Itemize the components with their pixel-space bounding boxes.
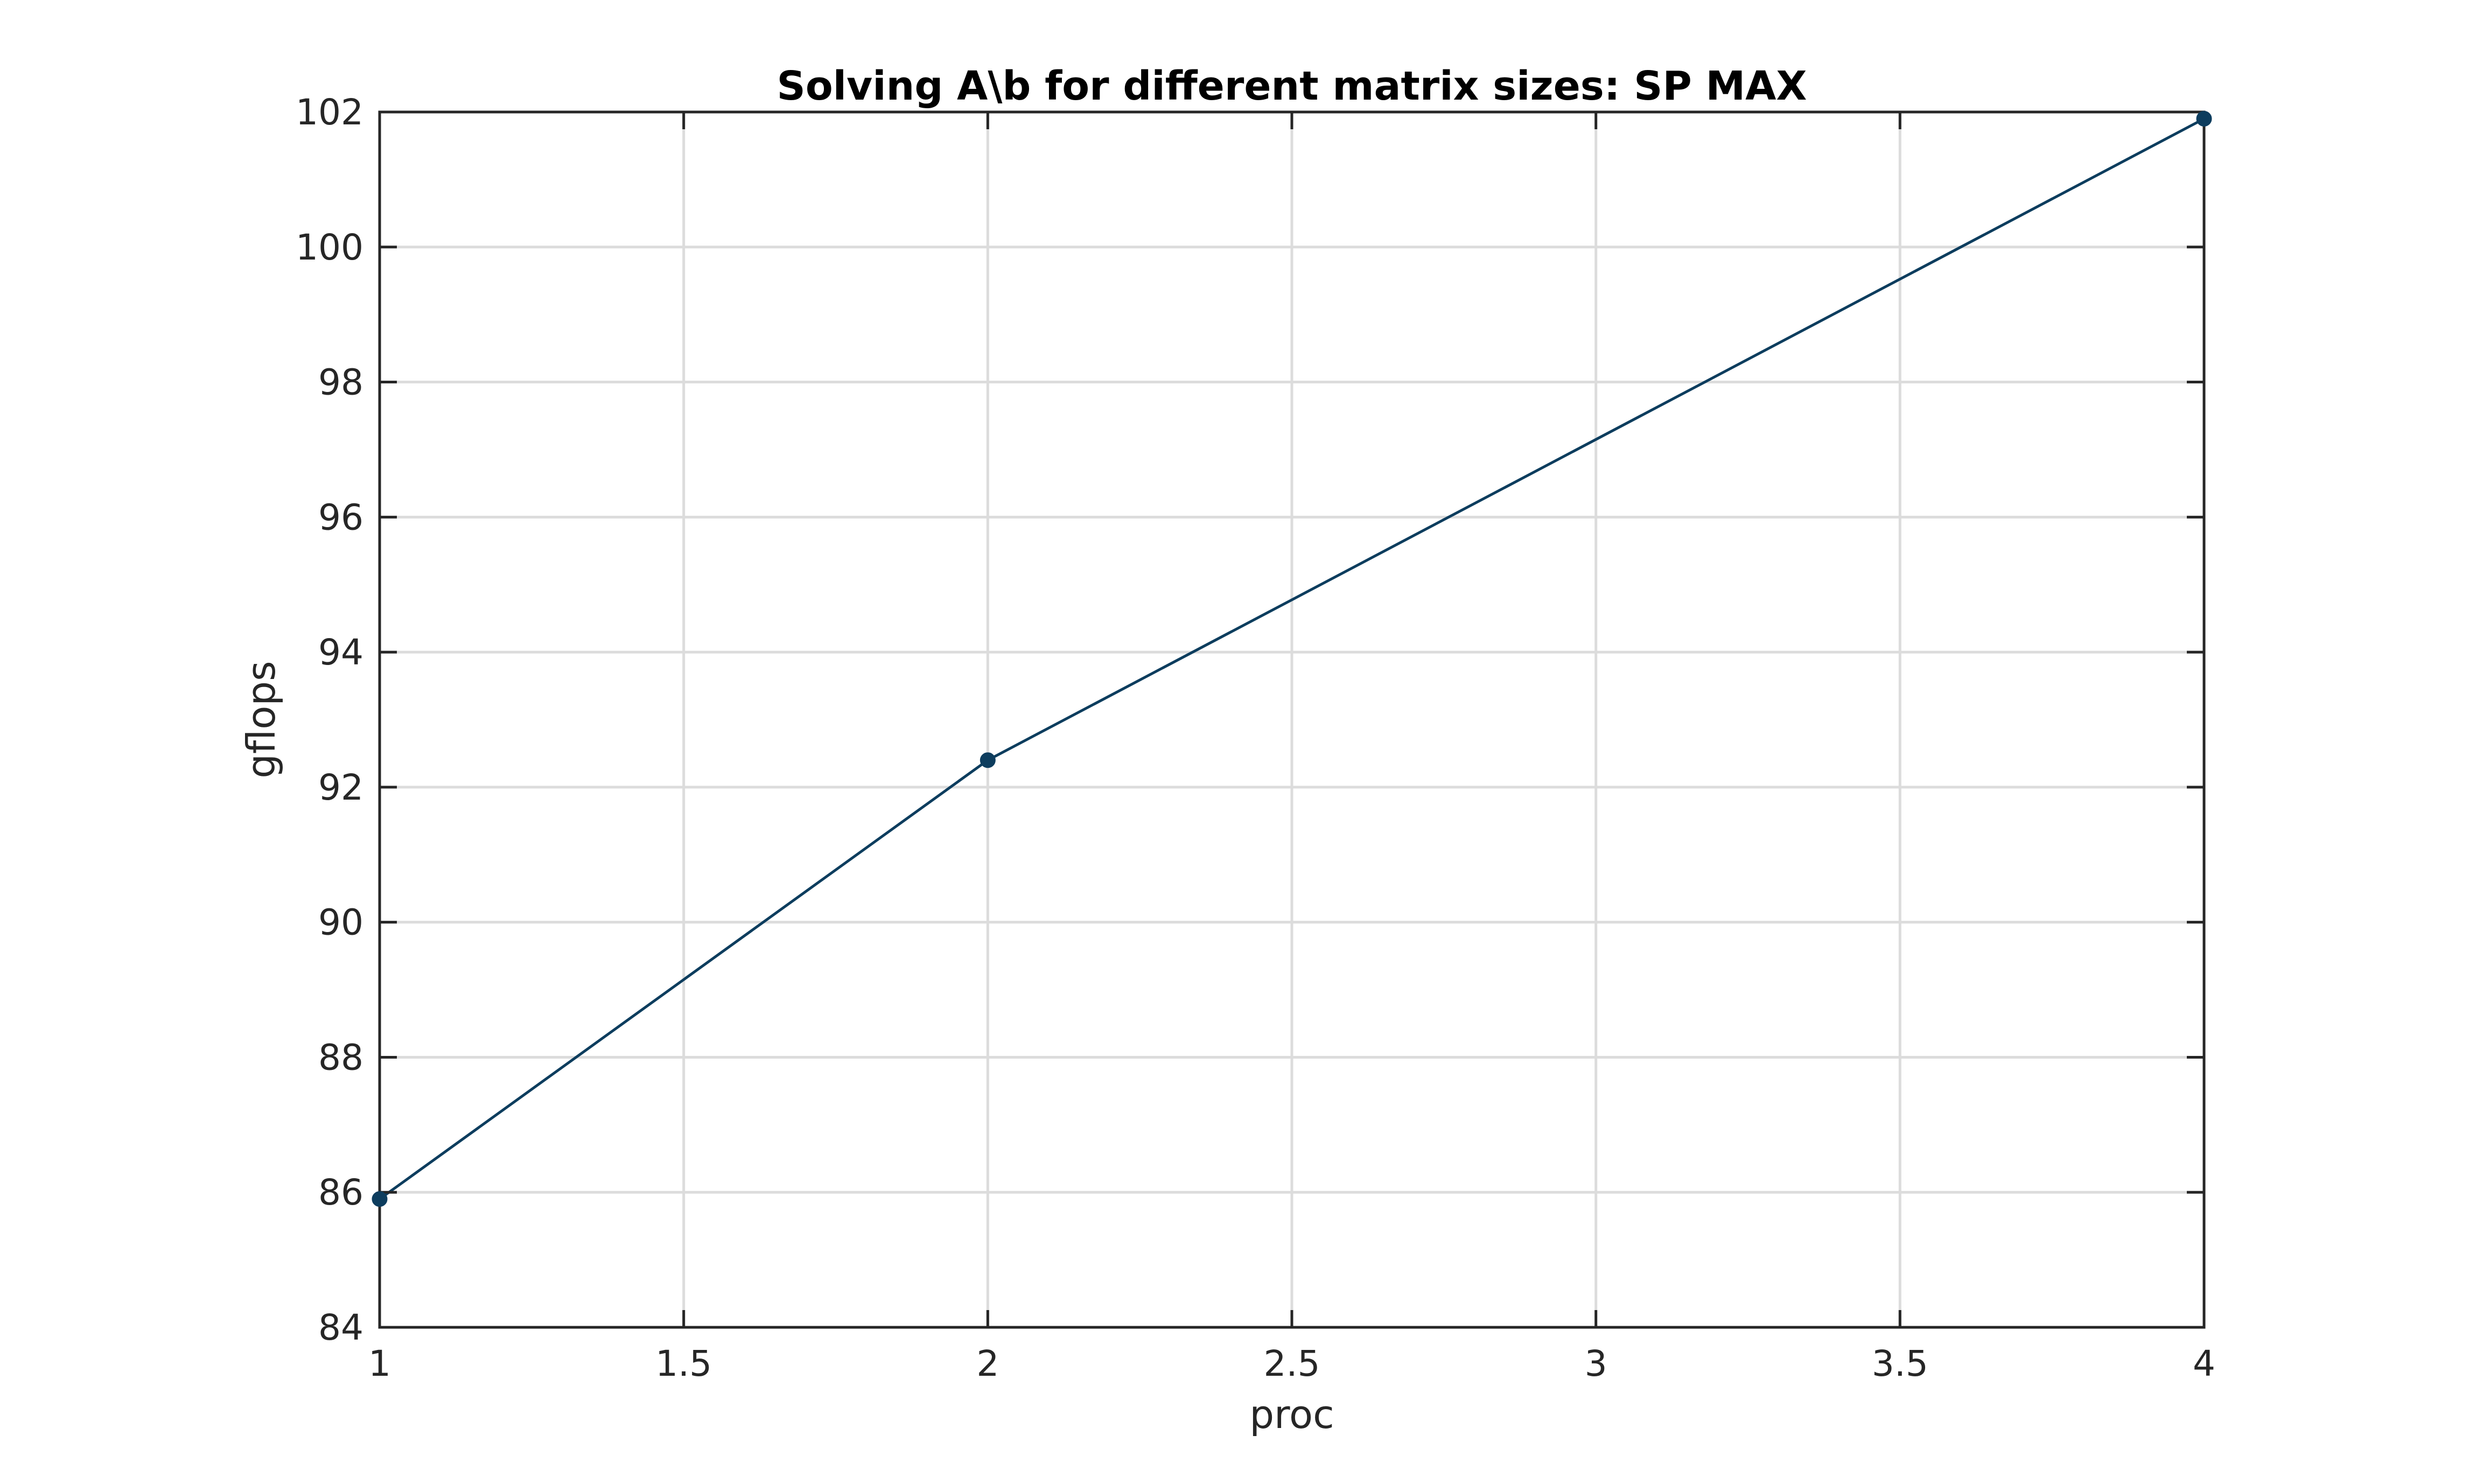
x-tick-label: 1 bbox=[368, 1343, 391, 1384]
x-tick-label: 4 bbox=[2193, 1343, 2215, 1384]
data-point bbox=[372, 1192, 387, 1207]
x-tick-label: 1.5 bbox=[655, 1343, 712, 1384]
y-tick-label: 92 bbox=[318, 767, 363, 808]
y-tick-label: 86 bbox=[318, 1172, 363, 1213]
chart-title: Solving A\b for different matrix sizes: … bbox=[777, 63, 1807, 109]
x-tick-label: 3.5 bbox=[1872, 1343, 1928, 1384]
y-tick-label: 98 bbox=[318, 362, 363, 403]
y-tick-label: 94 bbox=[318, 632, 363, 673]
y-tick-label: 84 bbox=[318, 1307, 363, 1348]
y-tick-label: 96 bbox=[318, 496, 363, 538]
y-tick-label: 88 bbox=[318, 1037, 363, 1078]
data-point bbox=[2197, 111, 2212, 127]
x-axis-label: proc bbox=[1249, 1392, 1334, 1437]
y-tick-label: 90 bbox=[318, 902, 363, 943]
y-tick-label: 102 bbox=[296, 92, 363, 133]
x-tick-label: 2.5 bbox=[1264, 1343, 1320, 1384]
data-point bbox=[980, 753, 995, 768]
x-tick-label: 2 bbox=[976, 1343, 999, 1384]
y-tick-label: 100 bbox=[296, 227, 363, 268]
x-tick-label: 3 bbox=[1585, 1343, 1607, 1384]
y-axis-label: gflops bbox=[239, 661, 284, 778]
